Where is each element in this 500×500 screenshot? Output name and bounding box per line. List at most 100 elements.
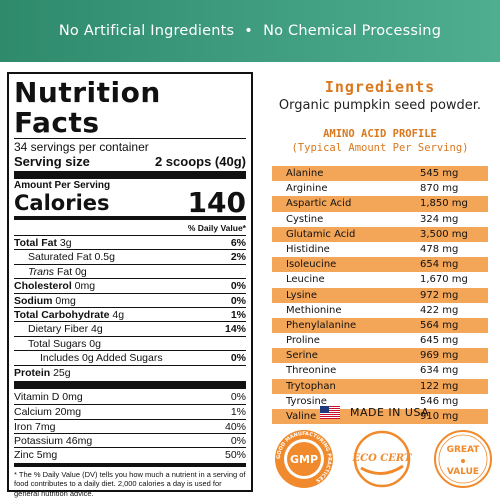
banner-separator: • (244, 23, 254, 39)
amino-acid-value: 122 mg (420, 380, 459, 392)
amino-acid-value: 3,500 mg (420, 228, 468, 240)
amino-acid-value: 1,670 mg (420, 274, 468, 286)
medium-divider (14, 216, 246, 220)
value-text: VALUE (447, 467, 479, 477)
serving-size-value: 2 scoops (40g) (154, 154, 246, 169)
vitamin-pct: 1% (230, 406, 246, 419)
vitamin-row-calcium: Calcium 20mg 1% (14, 404, 246, 418)
amino-acid-table: Alanine 545 mg Arginine 870 mg Aspartic Acid… (272, 166, 488, 425)
nutrient-label: Saturated Fat (28, 251, 92, 264)
amino-acid-value: 634 mg (420, 365, 459, 377)
serving-size-row: Serving size 2 scoops (40g) (14, 154, 246, 169)
nutrient-label: Total Sugars (28, 337, 87, 350)
amino-acid-row: Proline 645 mg (272, 333, 488, 349)
amino-acid-value: 422 mg (420, 304, 459, 316)
amino-acid-value: 1,850 mg (420, 198, 468, 210)
amino-acid-value: 910 mg (420, 411, 459, 422)
amino-acid-name: Threonine (286, 365, 337, 377)
nutrient-pct: 6% (230, 237, 246, 249)
nutrient-row-cholesterol: Cholesterol 0mg 0% (14, 278, 246, 292)
amino-acid-row: Phenylalanine 564 mg (272, 317, 488, 334)
nutrient-pct: 1% (230, 308, 246, 321)
ingredients-title: Ingredients (324, 78, 436, 96)
nutrient-row-sodium: Sodium 0mg 0% (14, 292, 246, 307)
nutrient-amount: 0.5g (91, 251, 115, 264)
amino-acid-value: 654 mg (420, 259, 459, 271)
nutrient-amount: 0mg (52, 294, 76, 307)
amino-acid-name: Valine (286, 411, 317, 422)
vitamin-pct: 0% (230, 435, 246, 448)
amino-acid-name: Proline (286, 335, 320, 347)
calories-row: Calories 140 (14, 189, 246, 217)
nutrient-row-saturated-fat: Saturated Fat 0.5g 2% (14, 249, 246, 263)
amino-acid-row: Isoleucine 654 mg (272, 257, 488, 273)
nutrient-label: Total Carbohydrate (14, 308, 110, 321)
amino-acid-name: Trytophan (286, 380, 336, 392)
eco-cert-text: ECO CERT (352, 453, 413, 464)
nutrient-amount: Fat 0g (54, 265, 87, 278)
amino-acid-value: 870 mg (420, 183, 459, 195)
top-banner: No Artificial Ingredients • No Chemical … (0, 0, 500, 62)
amino-acid-name: Leucine (286, 274, 325, 286)
amino-acid-row: Arginine 870 mg (272, 181, 488, 197)
amino-acid-row: Histidine 478 mg (272, 241, 488, 258)
amino-acid-row: Aspartic Acid 1,850 mg (272, 196, 488, 212)
nutrient-pct: 0% (230, 352, 246, 365)
nutrient-amount: 4g (109, 308, 125, 321)
amino-acid-title: AMINO ACID PROFILE (323, 128, 437, 140)
amino-acid-row: Glutamic Acid 3,500 mg (272, 226, 488, 242)
amino-acid-row: Leucine 1,670 mg (272, 272, 488, 288)
amino-acid-row: Methionine 422 mg (272, 302, 488, 318)
amino-acid-name: Phenylalanine (286, 319, 357, 331)
nutrient-label: Protein (14, 366, 51, 379)
nutrition-facts-panel: Nutrition Facts 34 servings per containe… (7, 72, 253, 498)
nutrient-amount: 3g (56, 237, 72, 249)
amino-acid-name: Lysine (286, 289, 318, 301)
vitamin-label: Zinc 5mg (14, 449, 58, 462)
vitamin-label: Calcium 20mg (14, 406, 82, 419)
amino-acid-name: Isoleucine (286, 259, 337, 271)
daily-value-header: % Daily Value* (187, 223, 246, 233)
amino-acid-value: 645 mg (420, 335, 459, 347)
banner-right-text: No Chemical Processing (263, 23, 442, 39)
made-in-usa-text: MADE IN USA (350, 406, 430, 419)
vitamin-pct: 0% (230, 390, 246, 403)
amino-acid-name: Alanine (286, 168, 324, 179)
nutrient-amount: 0g (86, 337, 101, 350)
nutrient-label: Trans (28, 265, 55, 278)
ingredients-text: Organic pumpkin seed powder. (278, 98, 482, 113)
nutrient-pct: 0% (230, 280, 246, 293)
nutrient-pct: 2% (230, 251, 246, 264)
nutrient-row-added-sugars: Includes 0g Added Sugars 0% (14, 350, 246, 364)
us-flag-icon (320, 406, 340, 419)
amino-acid-row: Lysine 972 mg (272, 287, 488, 303)
nutrient-row-protein: Protein 25g (14, 364, 246, 379)
amino-acid-row: Cystine 324 mg (272, 211, 488, 227)
banner-left-text: No Artificial Ingredients (58, 23, 235, 39)
amino-acid-name: Tyrosine (286, 395, 327, 407)
nutrient-amount: 4g (88, 323, 103, 336)
nutrient-row-trans-fat: Trans Fat 0g (14, 263, 246, 278)
nutrient-row-total-fat: Total Fat 3g 6% (14, 235, 246, 249)
vitamin-row-zinc: Zinc 5mg 50% (14, 447, 246, 461)
nutrient-label: Cholesterol (14, 280, 72, 293)
serving-size-label: Serving size (14, 154, 90, 169)
amino-acid-value: 478 mg (420, 243, 459, 255)
vitamin-label: Vitamin D 0mg (14, 390, 83, 403)
vitamin-pct: 40% (224, 420, 246, 433)
vitamin-pct: 50% (224, 449, 246, 462)
amino-acid-row: Trytophan 122 mg (272, 378, 488, 394)
amino-acid-name: Methionine (286, 304, 342, 316)
great-text: GREAT (447, 445, 481, 455)
thick-divider (14, 380, 246, 389)
made-in-usa: MADE IN USA (320, 406, 429, 419)
amino-acid-row: Serine 969 mg (272, 348, 488, 364)
amino-acid-row: Threonine 634 mg (272, 363, 488, 379)
amino-acid-name: Cystine (286, 213, 324, 225)
amino-acid-name: Glutamic Acid (286, 228, 356, 240)
amino-acid-value: 545 mg (420, 168, 459, 179)
daily-value-footnote: * The % Daily Value (DV) tells you how m… (14, 462, 246, 499)
amino-acid-name: Serine (286, 350, 318, 362)
amino-acid-value: 972 mg (420, 289, 459, 301)
vitamin-row-iron: Iron 7mg 40% (14, 418, 246, 433)
